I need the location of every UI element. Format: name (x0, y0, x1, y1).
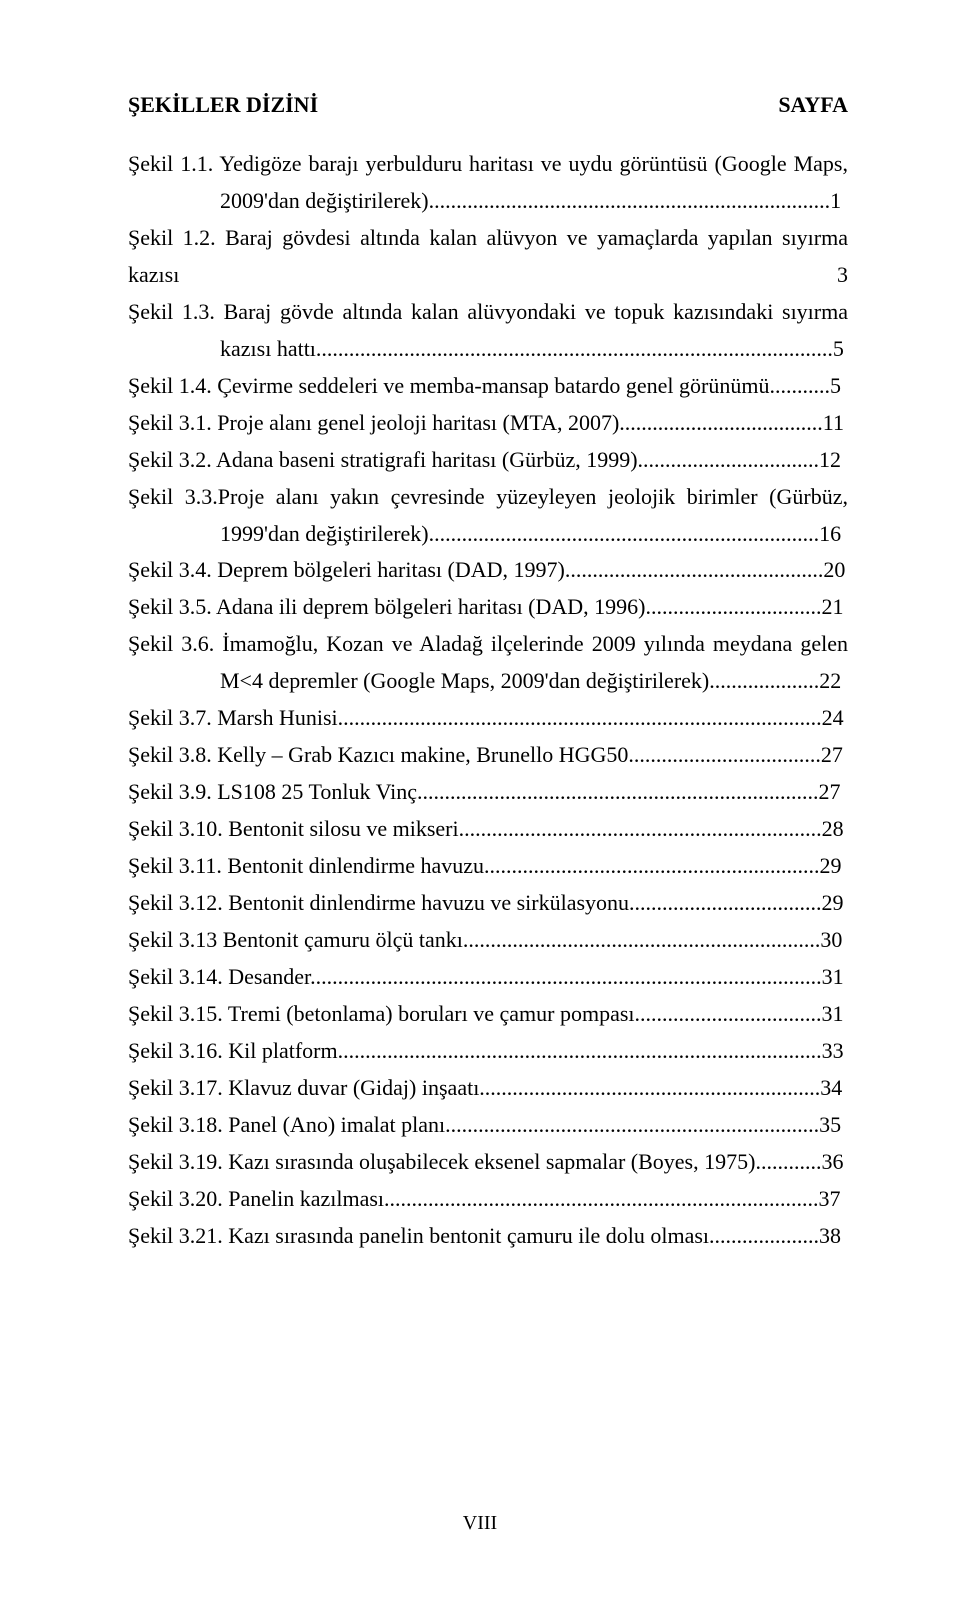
list-entry: Şekil 3.18. Panel (Ano) imalat planı....… (128, 1107, 848, 1144)
list-entry: Şekil 3.15. Tremi (betonlama) boruları v… (128, 996, 848, 1033)
title-right: SAYFA (778, 92, 848, 118)
list-entry: Şekil 3.21. Kazı sırasında panelin bento… (128, 1218, 848, 1255)
page-content: ŞEKİLLER DİZİNİ SAYFA Şekil 1.1. Yedigöz… (128, 92, 848, 1255)
list-entry: Şekil 3.3.Proje alanı yakın çevresinde y… (128, 479, 848, 516)
list-entry: Şekil 3.2. Adana baseni stratigrafi hari… (128, 442, 848, 479)
list-entry: Şekil 3.4. Deprem bölgeleri haritası (DA… (128, 552, 848, 589)
list-entry: Şekil 3.12. Bentonit dinlendirme havuzu … (128, 885, 848, 922)
figure-list: Şekil 1.1. Yedigöze barajı yerbulduru ha… (128, 146, 848, 1255)
list-entry: Şekil 1.4. Çevirme seddeleri ve memba-ma… (128, 368, 848, 405)
list-entry: Şekil 3.16. Kil platform................… (128, 1033, 848, 1070)
page-number: VIII (0, 1512, 960, 1535)
list-entry: Şekil 3.10. Bentonit silosu ve mikseri..… (128, 811, 848, 848)
list-entry: Şekil 3.9. LS108 25 Tonluk Vinç.........… (128, 774, 848, 811)
list-entry: Şekil 3.11. Bentonit dinlendirme havuzu.… (128, 848, 848, 885)
list-entry-cont: kazısı hattı............................… (128, 331, 848, 368)
list-entry-cont: 2009'dan değiştirilerek)................… (128, 183, 848, 220)
list-entry: Şekil 3.6. İmamoğlu, Kozan ve Aladağ ilç… (128, 626, 848, 663)
list-entry: Şekil 1.1. Yedigöze barajı yerbulduru ha… (128, 146, 848, 183)
list-entry: Şekil 3.5. Adana ili deprem bölgeleri ha… (128, 589, 848, 626)
list-entry-cont: 1999'dan değiştirilerek)................… (128, 516, 848, 553)
list-entry: Şekil 3.8. Kelly – Grab Kazıcı makine, B… (128, 737, 848, 774)
list-entry: Şekil 1.3. Baraj gövde altında kalan alü… (128, 294, 848, 331)
list-entry: Şekil 3.19. Kazı sırasında oluşabilecek … (128, 1144, 848, 1181)
list-entry: Şekil 3.14. Desander....................… (128, 959, 848, 996)
list-entry-cont: M<4 depremler (Google Maps, 2009'dan değ… (128, 663, 848, 700)
list-entry: Şekil 1.2. Baraj gövdesi altında kalan a… (128, 220, 848, 294)
list-entry: Şekil 3.20. Panelin kazılması...........… (128, 1181, 848, 1218)
title-row: ŞEKİLLER DİZİNİ SAYFA (128, 92, 848, 118)
list-entry: Şekil 3.1. Proje alanı genel jeoloji har… (128, 405, 848, 442)
list-entry: Şekil 3.7. Marsh Hunisi.................… (128, 700, 848, 737)
list-entry: Şekil 3.13 Bentonit çamuru ölçü tankı...… (128, 922, 848, 959)
title-left: ŞEKİLLER DİZİNİ (128, 92, 318, 118)
list-entry: Şekil 3.17. Klavuz duvar (Gidaj) inşaatı… (128, 1070, 848, 1107)
